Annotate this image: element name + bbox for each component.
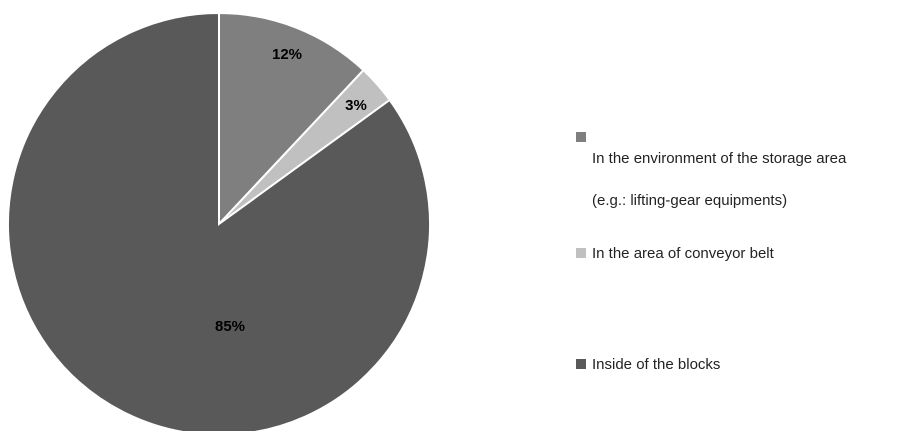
legend-swatch-inside-blocks xyxy=(576,359,586,369)
data-label-inside-blocks: 85% xyxy=(215,318,245,335)
legend-label-storage-area-line2: (e.g.: lifting-gear equipments) xyxy=(592,192,788,209)
pie-slice-inside-blocks xyxy=(7,11,431,431)
legend-label-storage-area: In the environment of the storage area (… xyxy=(592,127,846,211)
legend-label-conveyor-belt: In the area of conveyor belt xyxy=(592,245,774,262)
legend-item-conveyor-belt: In the area of conveyor belt xyxy=(576,243,774,264)
legend-swatch-conveyor-belt xyxy=(576,248,586,258)
legend-swatch-storage-area xyxy=(576,132,586,142)
legend-item-inside-blocks: Inside of the blocks xyxy=(576,354,720,375)
data-label-storage-area: 12% xyxy=(272,46,302,63)
pie-slice-storage-area xyxy=(218,11,365,227)
data-label-conveyor-belt: 3% xyxy=(345,97,367,114)
legend-item-storage-area: In the environment of the storage area (… xyxy=(576,127,846,211)
legend: In the environment of the storage area (… xyxy=(576,0,918,431)
legend-label-storage-area-line1: In the environment of the storage area xyxy=(592,150,847,167)
legend-label-inside-blocks: Inside of the blocks xyxy=(592,356,721,373)
